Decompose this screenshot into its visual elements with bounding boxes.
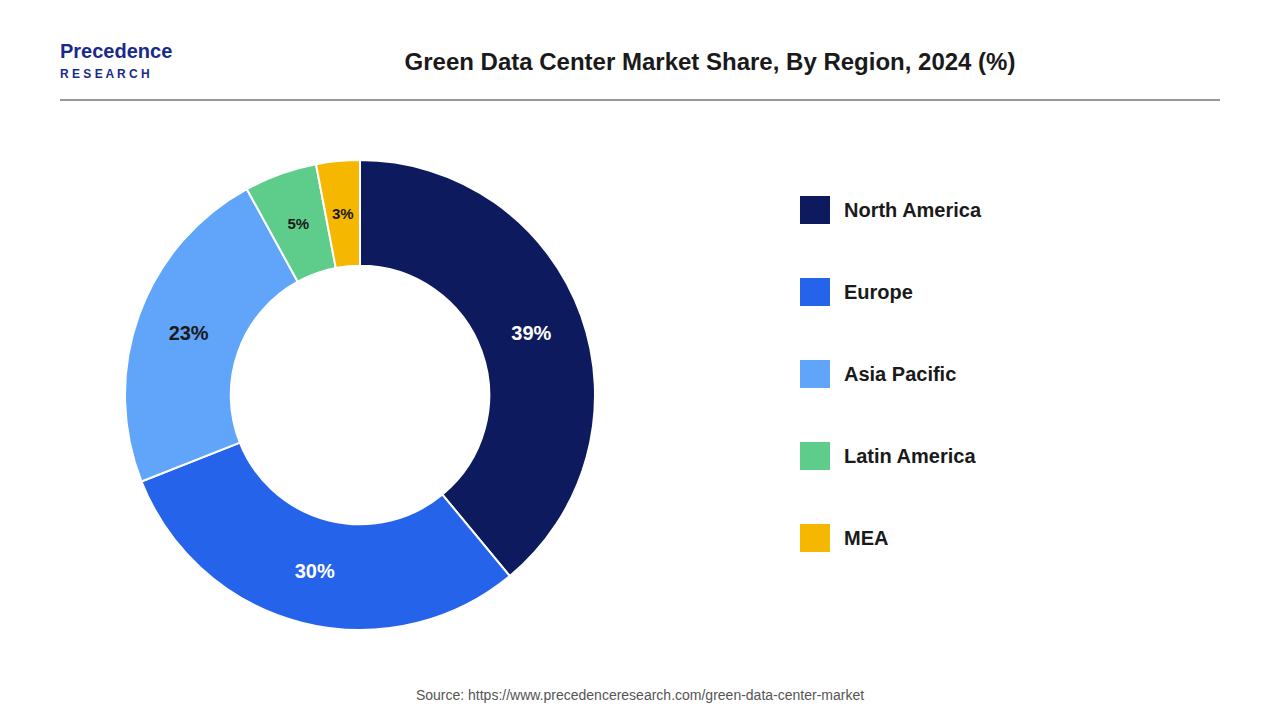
data-label: 3% [332,205,354,222]
slice [316,160,360,268]
source-note: Source: https://www.precedenceresearch.c… [416,687,864,703]
legend-label: North America [844,199,982,221]
legend-label: MEA [844,527,888,549]
data-label: 23% [169,322,209,344]
data-label: 30% [295,560,335,582]
chart-root: Precedence R E S E A R C H Source: https:/… [0,0,1280,720]
data-label: 39% [511,322,551,344]
legend: North America Europe Asia Pacific Latin Ame… [800,196,982,552]
slice [142,443,510,630]
legend-label: Latin America [844,445,976,467]
slices [125,160,595,630]
logo-line: R E S E A R C H [60,67,150,81]
legend-swatch [800,524,830,552]
legend-label: Asia Pacific [844,363,956,385]
title-rule [60,99,1220,100]
legend-swatch [800,360,830,388]
legend-label: Europe [844,281,913,303]
chart-title: Green Data Center Market Share, By Regio… [405,48,1016,75]
logo-line: Precedence [60,40,172,62]
data-labels: 39% 30% 23% 5% 3% [169,205,552,582]
background [0,0,1280,720]
legend-swatch [800,442,830,470]
legend-swatch [800,278,830,306]
legend-swatch [800,196,830,224]
data-label: 5% [287,215,309,232]
slice [360,160,595,576]
